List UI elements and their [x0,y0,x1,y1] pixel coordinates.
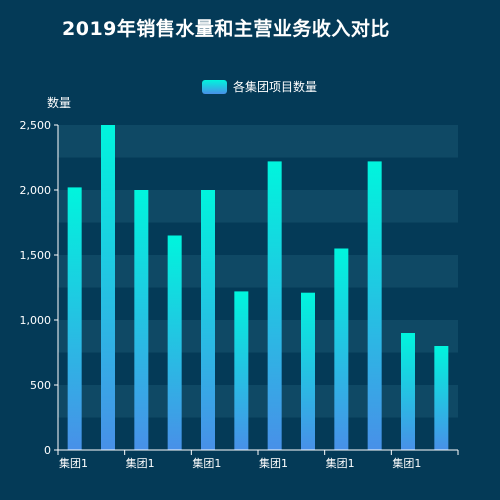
bar[interactable] [401,333,415,450]
axes [54,124,459,455]
y-tick-label: 1,000 [20,314,52,327]
bar[interactable] [301,292,315,450]
grid-band [58,320,458,353]
bar[interactable] [434,346,449,450]
grid-band [58,385,458,418]
y-tick-label: 1,500 [20,249,52,262]
y-tick-label: 2,500 [20,119,52,132]
bar[interactable] [67,187,82,450]
grid-band [58,255,458,288]
x-tick-label: 集团1 [259,456,288,470]
x-tick-label: 集团1 [392,456,421,470]
grid-band [58,190,458,223]
y-tick-label: 0 [44,444,51,457]
x-tick-labels: 集团1 集团1 集团1 集团1 集团1 集团1 [59,456,421,470]
bar-series [67,125,449,451]
bar[interactable] [234,291,249,450]
x-tick-label: 集团1 [126,456,155,470]
x-tick-label: 集团1 [59,456,88,470]
grid-band [58,125,458,158]
chart-title: 2019年销售水量和主营业务收入对比 [62,18,390,40]
bar[interactable] [167,235,182,451]
y-tick-labels: 0 500 1,000 1,500 2,000 2,500 [20,119,52,457]
legend[interactable]: 各集团项目数量 [202,78,317,95]
bar[interactable] [334,248,349,451]
x-tick-label: 集团1 [192,456,221,470]
y-axis-title: 数量 [47,96,72,110]
bar[interactable] [201,190,215,450]
y-tick-label: 500 [30,379,51,392]
bar[interactable] [267,161,282,450]
x-tick-label: 集团1 [326,456,355,470]
bar[interactable] [101,125,115,450]
legend-swatch [202,79,227,94]
bar[interactable] [134,190,149,450]
bar[interactable] [367,161,382,450]
grid-bands [58,125,458,418]
legend-label: 各集团项目数量 [233,80,318,94]
y-tick-label: 2,000 [20,184,52,197]
